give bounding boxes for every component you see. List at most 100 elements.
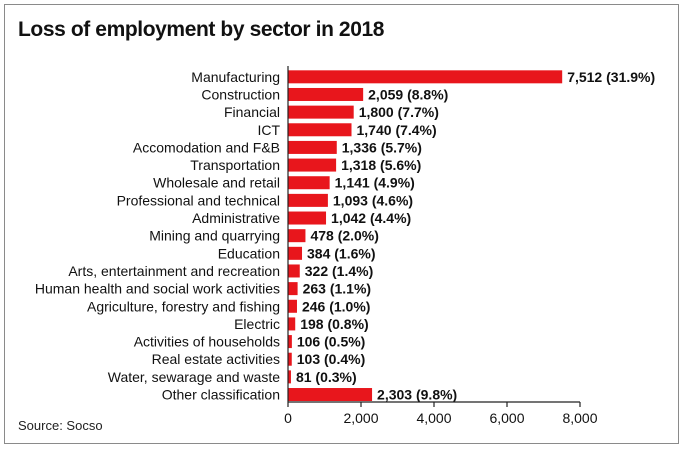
bar [288, 246, 303, 260]
data-percent: (5.6%) [380, 157, 421, 173]
bar [288, 211, 327, 225]
data-percent: (0.5%) [324, 334, 365, 350]
bar [288, 282, 298, 296]
data-label: 1,800 (7.7%) [359, 104, 439, 120]
data-percent: (4.4%) [370, 210, 411, 226]
data-value: 478 [310, 228, 337, 244]
data-percent: (4.9%) [374, 175, 415, 191]
data-value: 1,336 [342, 139, 381, 155]
x-tick-label: 0 [284, 410, 292, 426]
category-label: Human health and social work activities [35, 281, 280, 297]
data-value: 263 [303, 281, 330, 297]
data-percent: (2.0%) [338, 228, 379, 244]
data-label: 2,059 (8.8%) [368, 86, 448, 102]
category-label: Manufacturing [191, 69, 280, 85]
data-label: 1,042 (4.4%) [331, 210, 411, 226]
data-label: 1,740 (7.4%) [357, 122, 437, 138]
data-label: 1,141 (4.9%) [335, 175, 415, 191]
bar [288, 299, 297, 313]
data-percent: (7.4%) [395, 122, 436, 138]
category-label: Real estate activities [152, 351, 280, 367]
bar [288, 370, 291, 384]
category-label: Education [218, 245, 280, 261]
bar [288, 158, 337, 172]
category-label: Mining and quarrying [149, 228, 280, 244]
x-tick-label: 6,000 [489, 410, 524, 426]
bar [288, 87, 364, 101]
bar [288, 352, 292, 366]
data-value: 1,318 [341, 157, 380, 173]
data-label: 1,318 (5.6%) [341, 157, 421, 173]
data-value: 81 [296, 369, 315, 385]
data-percent: (0.4%) [324, 351, 365, 367]
bar [288, 335, 292, 349]
bar [288, 229, 306, 243]
data-label: 2,303 (9.8%) [377, 387, 457, 403]
data-percent: (0.3%) [315, 369, 356, 385]
category-label: Water, sewarage and waste [108, 369, 280, 385]
data-value: 1,093 [333, 192, 372, 208]
bar [288, 317, 296, 331]
data-percent: (1.6%) [334, 245, 375, 261]
data-value: 2,303 [377, 387, 416, 403]
data-percent: (1.0%) [329, 298, 370, 314]
data-label: 106 (0.5%) [297, 334, 365, 350]
data-label: 103 (0.4%) [297, 351, 365, 367]
data-value: 246 [302, 298, 329, 314]
category-label: ICT [257, 122, 280, 138]
x-tick-label: 2,000 [343, 410, 378, 426]
category-label: Electric [234, 316, 280, 332]
data-percent: (5.7%) [381, 139, 422, 155]
data-value: 1,042 [331, 210, 370, 226]
data-value: 106 [297, 334, 324, 350]
data-percent: (7.7%) [398, 104, 439, 120]
data-label: 7,512 (31.9%) [567, 69, 655, 85]
data-label: 478 (2.0%) [310, 228, 378, 244]
data-percent: (1.1%) [330, 281, 371, 297]
data-label: 1,336 (5.7%) [342, 139, 422, 155]
bar [288, 105, 354, 119]
category-label: Accomodation and F&B [133, 139, 280, 155]
chart-title: Loss of employment by sector in 2018 [18, 18, 385, 41]
data-value: 1,800 [359, 104, 398, 120]
data-value: 1,740 [357, 122, 396, 138]
data-value: 384 [307, 245, 334, 261]
category-label: Activities of households [134, 334, 280, 350]
category-label: Financial [224, 104, 280, 120]
category-label: Other classification [162, 387, 280, 403]
data-percent: (8.8%) [407, 86, 448, 102]
x-tick-label: 4,000 [416, 410, 451, 426]
data-percent: (31.9%) [606, 69, 655, 85]
data-value: 322 [305, 263, 332, 279]
data-percent: (1.4%) [332, 263, 373, 279]
category-label: Arts, entertainment and recreation [68, 263, 280, 279]
category-label: Professional and technical [117, 192, 280, 208]
data-label: 322 (1.4%) [305, 263, 373, 279]
bar [288, 176, 330, 190]
bar [288, 388, 373, 402]
data-label: 198 (0.8%) [300, 316, 368, 332]
data-value: 198 [300, 316, 327, 332]
data-label: 246 (1.0%) [302, 298, 370, 314]
data-label: 263 (1.1%) [303, 281, 371, 297]
data-value: 1,141 [335, 175, 374, 191]
data-value: 2,059 [368, 86, 407, 102]
data-value: 103 [297, 351, 324, 367]
x-tick-label: 8,000 [562, 410, 597, 426]
data-label: 384 (1.6%) [307, 245, 375, 261]
bar [288, 140, 337, 154]
bar [288, 70, 563, 84]
bar [288, 264, 300, 278]
data-percent: (4.6%) [372, 192, 413, 208]
data-label: 81 (0.3%) [296, 369, 357, 385]
data-percent: (0.8%) [327, 316, 368, 332]
source-note: Source: Socso [18, 418, 103, 433]
category-label: Transportation [190, 157, 280, 173]
bar [288, 193, 328, 207]
category-label: Administrative [192, 210, 280, 226]
category-label: Wholesale and retail [153, 175, 280, 191]
data-percent: (9.8%) [416, 387, 457, 403]
bar [288, 123, 352, 137]
data-value: 7,512 [567, 69, 606, 85]
